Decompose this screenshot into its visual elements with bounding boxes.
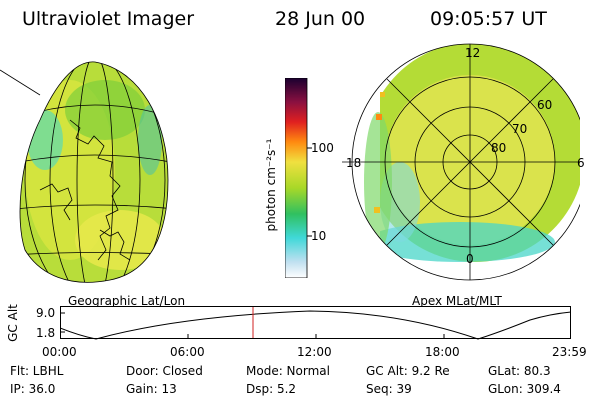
altitude-curve: [60, 310, 572, 340]
ip-info: IP: 36.0: [10, 382, 56, 396]
glon-info: GLon: 309.4: [488, 382, 561, 396]
colorbar-tick-10: 10: [311, 229, 327, 243]
altitude-ytick-9: 9.0: [36, 306, 56, 320]
door-info: Door: Closed: [126, 364, 203, 378]
mlt-label-18: 18: [346, 156, 362, 170]
mlat-label-80: 80: [491, 141, 507, 155]
altitude-plot: [60, 306, 572, 340]
polar-plot: [342, 43, 580, 281]
colorbar: [285, 78, 312, 278]
mlt-label-12: 12: [465, 46, 481, 60]
xtick-1200: 12:00: [297, 345, 332, 359]
date-label: 28 Jun 00: [275, 8, 366, 30]
xtick-0600: 06:00: [170, 345, 205, 359]
seq-info: Seq: 39: [366, 382, 412, 396]
mlt-label-6: 6: [577, 156, 585, 170]
dsp-info: Dsp: 5.2: [246, 382, 297, 396]
geo-caption: Geographic Lat/Lon: [68, 294, 186, 308]
polar-caption: Apex MLat/MLT: [412, 294, 502, 308]
colorbar-unit-label: photon cm⁻²s⁻¹: [264, 138, 278, 232]
colorbar-tick-100: 100: [311, 141, 334, 155]
mode-info: Mode: Normal: [246, 364, 330, 378]
mlat-label-70: 70: [512, 122, 528, 136]
altitude-ytick-1-8: 1.8: [36, 326, 56, 340]
glat-info: GLat: 80.3: [488, 364, 551, 378]
altitude-ylabel: GC Alt: [6, 304, 20, 342]
mlt-label-0: 0: [466, 252, 474, 266]
xtick-1800: 18:00: [425, 345, 460, 359]
gc-alt-info: GC Alt: 9.2 Re: [366, 364, 450, 378]
gain-info: Gain: 13: [126, 382, 177, 396]
time-label: 09:05:57 UT: [430, 8, 547, 30]
mlat-label-60: 60: [537, 98, 553, 112]
xtick-2359: 23:59: [552, 345, 587, 359]
filter-info: Flt: LBHL: [10, 364, 64, 378]
instrument-title: Ultraviolet Imager: [22, 8, 195, 30]
xtick-0000: 00:00: [42, 345, 77, 359]
geographic-image: [0, 61, 169, 283]
